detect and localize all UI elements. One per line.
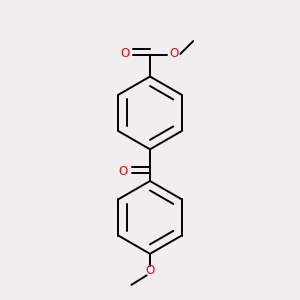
Text: O: O <box>169 47 178 60</box>
Text: O: O <box>118 165 128 178</box>
Text: O: O <box>120 47 130 60</box>
Text: O: O <box>146 264 154 277</box>
